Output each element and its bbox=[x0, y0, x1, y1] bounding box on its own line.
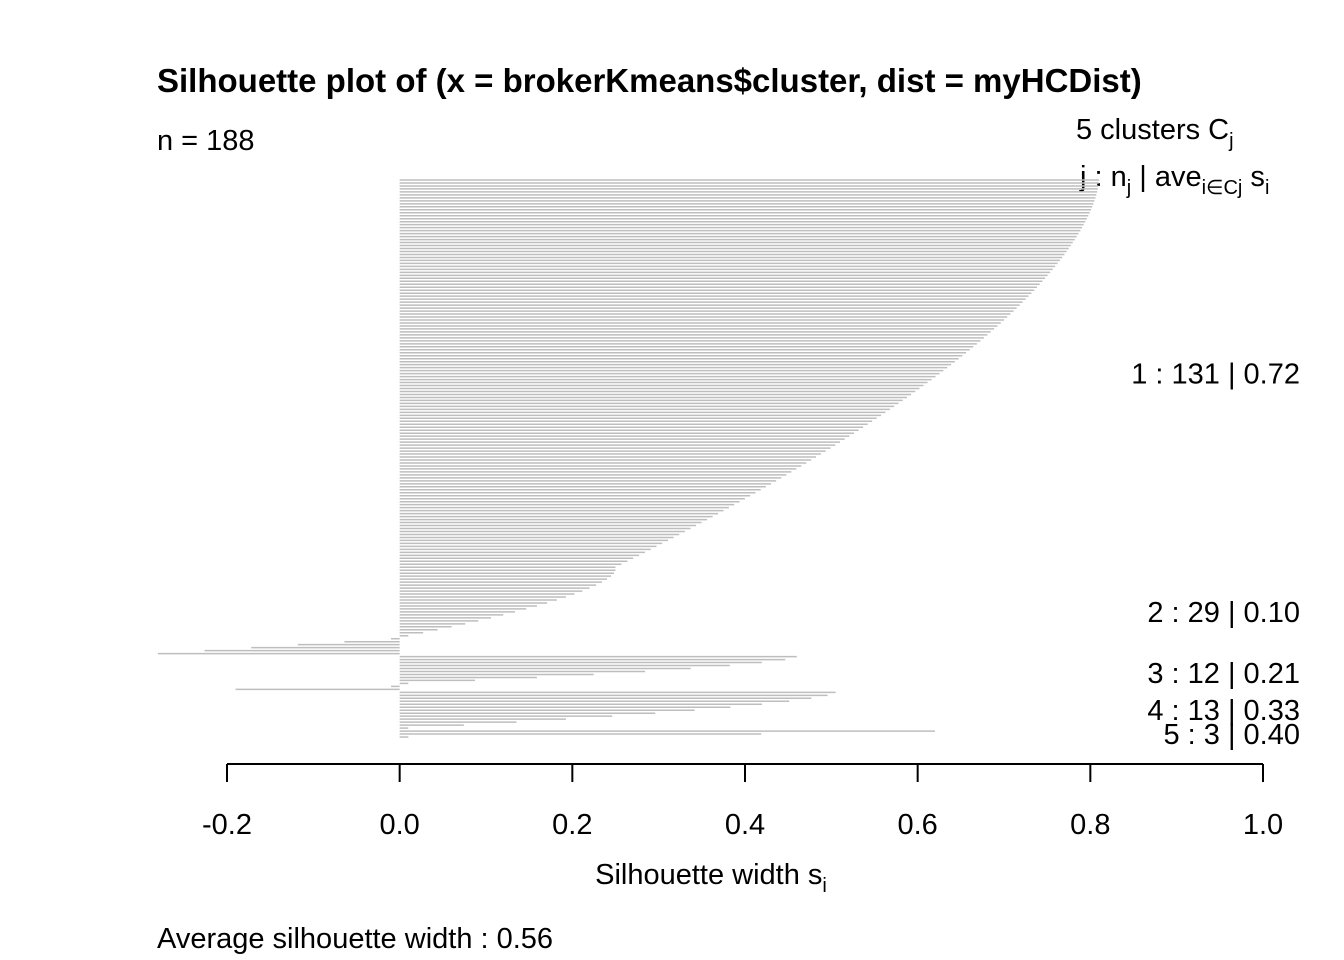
x-tick-label: 1.0 bbox=[1243, 809, 1283, 841]
cluster-labels: 1 : 131 | 0.72 2 : 29 | 0.10 3 : 12 | 0.21… bbox=[1131, 359, 1300, 751]
x-tick-label: 0.2 bbox=[552, 809, 592, 841]
x-tick-label: -0.2 bbox=[202, 809, 252, 841]
x-tick-label: 0.8 bbox=[1070, 809, 1110, 841]
header-clusters: 5 clusters Cj bbox=[1076, 114, 1234, 152]
cluster-label-4: 4 : 13 | 0.33 bbox=[1147, 695, 1300, 727]
x-axis-ticks: -0.2 0.0 0.2 0.4 0.6 0.8 1.0 bbox=[202, 764, 1283, 841]
cluster-label-1: 1 : 131 | 0.72 bbox=[1131, 359, 1300, 391]
header-columns: j : nj | avei∈Cj si bbox=[1079, 161, 1269, 199]
n-label: n = 188 bbox=[157, 125, 255, 157]
cluster-label-2: 2 : 29 | 0.10 bbox=[1147, 597, 1300, 629]
silhouette-bars bbox=[157, 179, 1099, 738]
x-tick-label: 0.0 bbox=[380, 809, 420, 841]
x-axis-label: Silhouette width si bbox=[595, 859, 827, 897]
chart-title: Silhouette plot of (x = brokerKmeans$clu… bbox=[157, 62, 1142, 99]
x-tick-label: 0.4 bbox=[725, 809, 765, 841]
cluster-label-3: 3 : 12 | 0.21 bbox=[1147, 658, 1300, 690]
x-tick-label: 0.6 bbox=[898, 809, 938, 841]
average-silhouette-footer: Average silhouette width : 0.56 bbox=[157, 923, 553, 955]
cluster-label-5: 5 : 3 | 0.40 bbox=[1163, 719, 1300, 751]
